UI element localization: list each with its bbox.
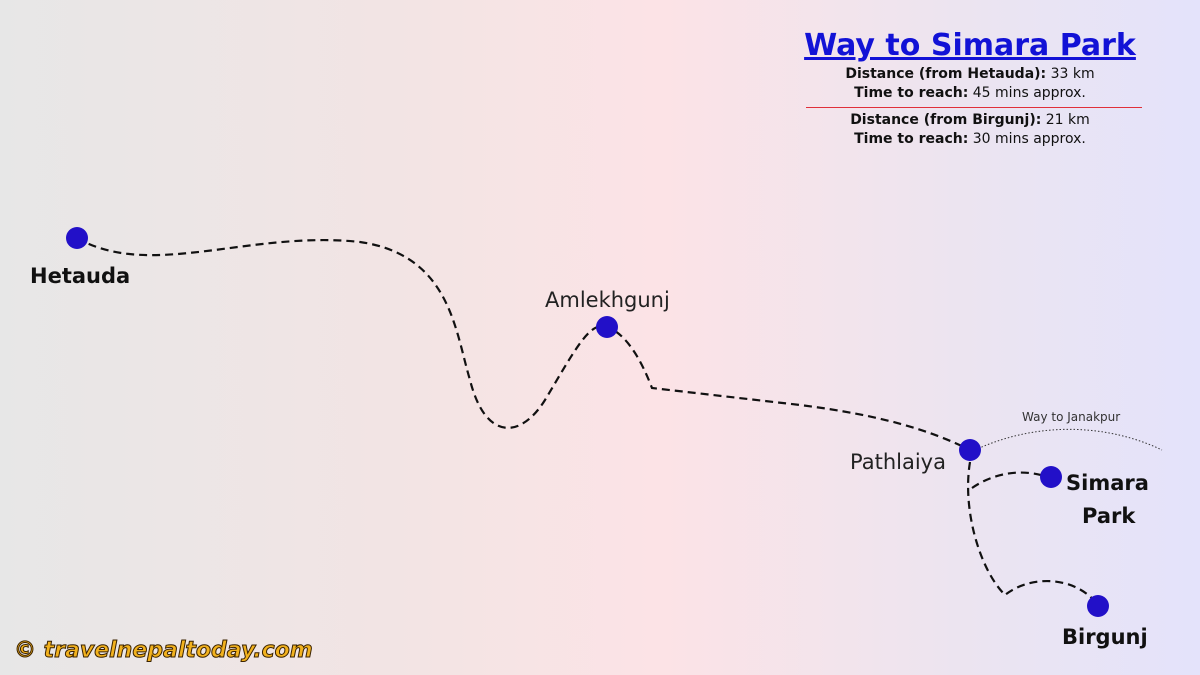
route-pathlaiya-simara	[971, 471, 1051, 489]
info-panel: Way to Simara Park Distance (from Hetaud…	[790, 28, 1150, 147]
separator	[806, 107, 1142, 108]
hetauda-distance: Distance (from Hetauda): 33 km	[790, 66, 1150, 82]
janakpur-route-label: Way to Janakpur	[1022, 410, 1121, 424]
route-pathlaiya-birgunj	[966, 461, 1099, 606]
place-birgunj: Birgunj	[1062, 625, 1148, 649]
value: 45 mins approx.	[968, 85, 1086, 101]
place-amlekhgunj: Amlekhgunj	[545, 288, 670, 312]
birgunj-distance: Distance (from Birgunj): 21 km	[790, 112, 1150, 128]
route-janakpur	[974, 428, 1163, 451]
label: Time to reach:	[854, 131, 969, 147]
value: 21 km	[1041, 112, 1090, 128]
place-simara-line2: Park	[1082, 504, 1136, 528]
label: Distance (from Hetauda):	[845, 66, 1047, 82]
birgunj-time: Time to reach: 30 mins approx.	[790, 131, 1150, 147]
marker-pathlaiya	[959, 439, 981, 461]
value: 33 km	[1046, 66, 1095, 82]
label: Time to reach:	[854, 85, 969, 101]
marker-simara-park	[1040, 466, 1062, 488]
route-hetauda-pathlaiya	[76, 237, 971, 451]
marker-amlekhgunj	[596, 316, 618, 338]
label: Distance (from Birgunj):	[850, 112, 1042, 128]
place-simara-line1: Simara	[1066, 471, 1149, 495]
hetauda-time: Time to reach: 45 mins approx.	[790, 85, 1150, 101]
map-title: Way to Simara Park	[804, 28, 1136, 63]
place-pathlaiya: Pathlaiya	[850, 450, 946, 474]
marker-hetauda	[66, 227, 88, 249]
watermark: © travelnepaltoday.com	[14, 638, 314, 664]
value: 30 mins approx.	[968, 131, 1086, 147]
marker-birgunj	[1087, 595, 1109, 617]
place-hetauda: Hetauda	[30, 264, 131, 288]
